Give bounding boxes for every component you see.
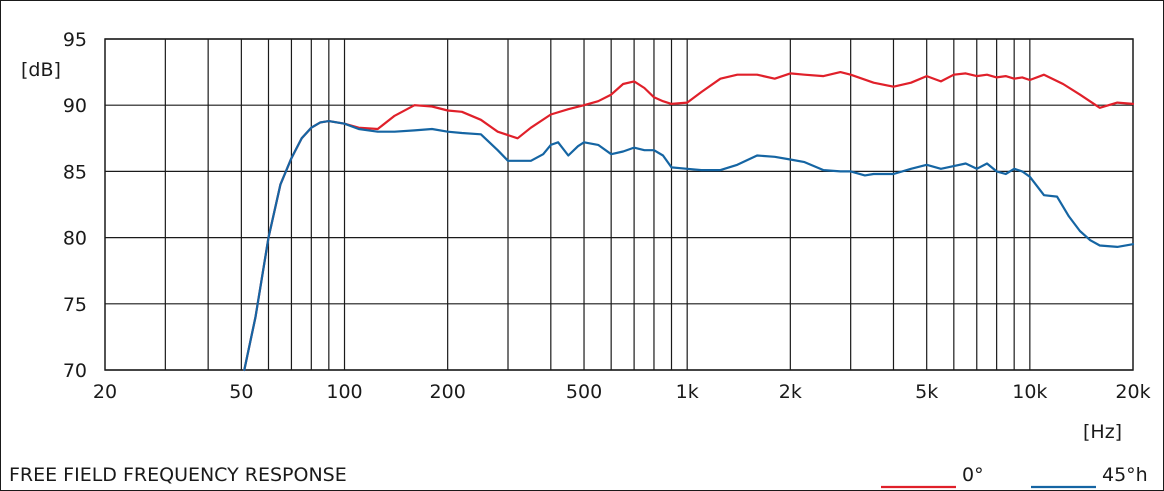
series-layer [244,72,1133,370]
x-tick-label: 20k [1115,381,1150,403]
y-tick-label: 90 [63,95,87,117]
x-tick-label: 20 [93,381,117,403]
y-tick-label: 80 [63,228,87,250]
x-tick-label: 10k [1012,381,1047,403]
chart-caption: FREE FIELD FREQUENCY RESPONSE [9,464,347,486]
x-tick-label: 1k [676,381,699,403]
series-line-0 [244,72,1133,370]
y-tick-label: 95 [63,29,87,51]
x-tick-label: 5k [915,381,938,403]
minor-gridlines [165,39,1030,370]
y-axis-tick-labels: 70 75 80 85 90 95 [63,29,87,382]
series-line-1 [244,121,1133,370]
x-tick-label: 100 [326,381,362,403]
legend-label: 0° [962,464,984,486]
x-tick-label: 2k [779,381,802,403]
y-tick-label: 85 [63,161,87,183]
x-tick-label: 50 [229,381,253,403]
x-tick-label: 200 [430,381,466,403]
x-axis-label: [Hz] [1083,421,1122,443]
y-tick-label: 70 [63,360,87,382]
legend-label: 45°h [1102,464,1148,486]
legend: 0° 45°h [881,464,1148,487]
y-axis-label: [dB] [21,59,61,81]
x-tick-label: 500 [566,381,602,403]
x-axis-tick-labels: 20 50 100 200 500 1k 2k 5k 10k 20k [93,381,1151,403]
y-tick-label: 75 [63,294,87,316]
